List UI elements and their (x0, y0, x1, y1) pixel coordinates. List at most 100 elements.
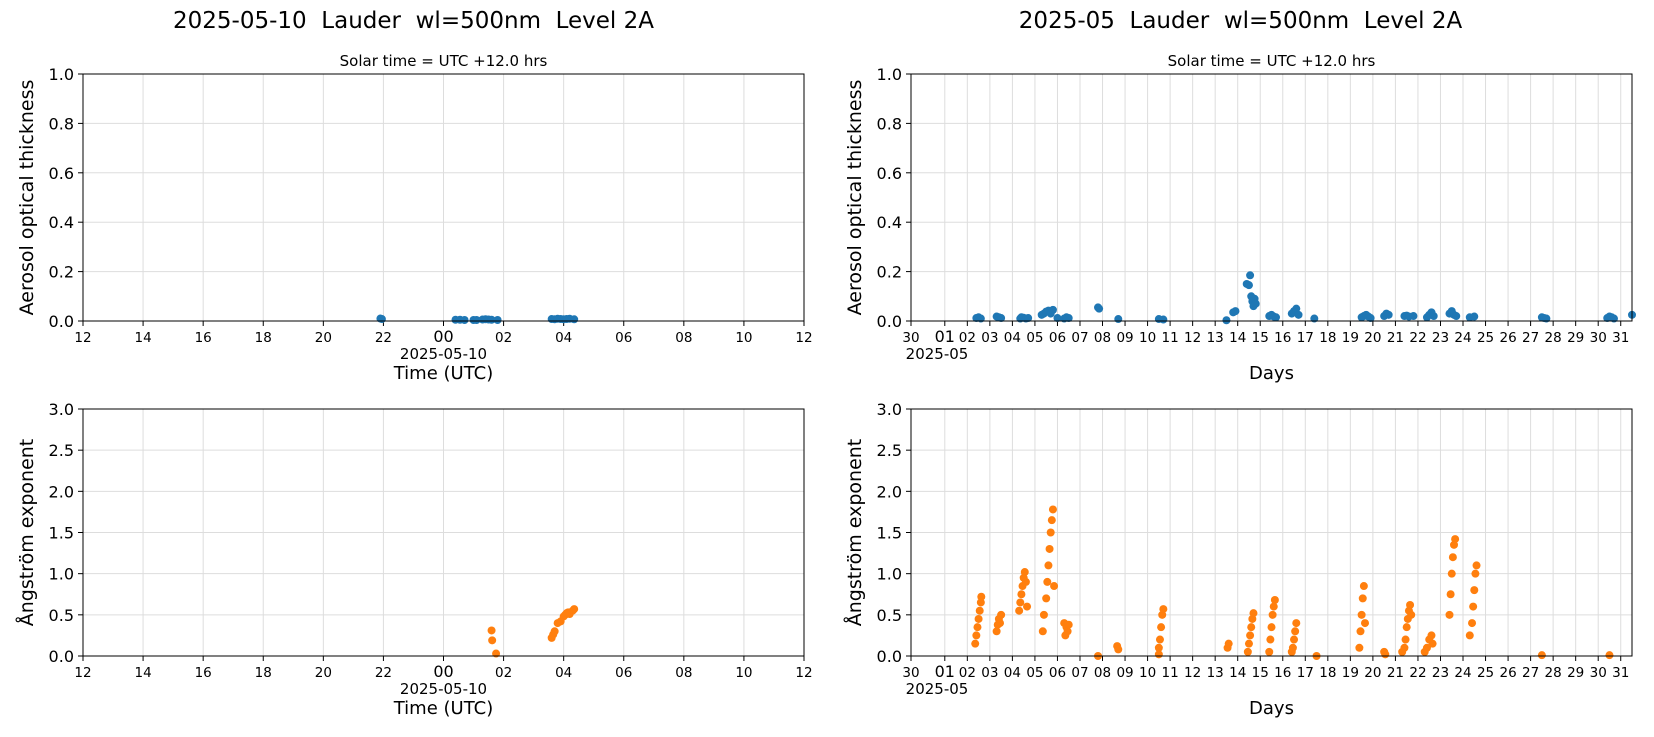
x-tick-label: 12 (795, 330, 812, 346)
data-point (1249, 609, 1258, 618)
data-point (1447, 569, 1456, 578)
data-point (1471, 569, 1480, 578)
x-tick-label: 27 (1522, 665, 1539, 681)
plot-frame (910, 73, 1633, 322)
x-tick-label: 08 (675, 665, 692, 681)
y-tick-label: 1.0 (49, 65, 74, 84)
data-point (1095, 304, 1104, 313)
x-tick-label: 24 (1454, 330, 1471, 346)
data-point (1288, 643, 1297, 652)
data-point (493, 316, 502, 325)
y-tick-label: 0.8 (877, 114, 902, 133)
data-point (1267, 623, 1276, 632)
x-tick-label: 03 (981, 330, 998, 346)
y-tick-label: 0.6 (877, 164, 902, 183)
data-point (1244, 639, 1253, 648)
data-point (472, 316, 481, 325)
data-point (1292, 304, 1301, 313)
right-title: 2025-05 Lauder wl=500nm Level 2A (1018, 8, 1463, 34)
x-tick-label: 06 (615, 665, 632, 681)
chart-1: Solar time = UTC +12.0 hrs 0.0 0.2 0.4 0.6 0.… (16, 52, 813, 384)
y-tick-label: 0.4 (49, 213, 74, 232)
data-point (1114, 315, 1123, 324)
x-tick-label: 24 (1454, 665, 1471, 681)
x-axis-label: Time (UTC) (393, 363, 494, 384)
x-tick-label: 15 (1252, 665, 1269, 681)
x-tick-label: 23 (1432, 330, 1449, 346)
x-tick-label: 14 (1229, 330, 1246, 346)
data-point (1291, 627, 1300, 636)
x-tick-label: 16 (1274, 665, 1291, 681)
x-tick-label: 19 (1342, 665, 1359, 681)
x-tick-label: 20 (1364, 665, 1381, 681)
y-tick-label: 0.5 (49, 606, 74, 625)
x-tick-label: 30 (902, 665, 919, 681)
data-point (1605, 651, 1614, 660)
data-point (487, 315, 496, 324)
data-point (972, 631, 981, 640)
y-tick-label: 0.2 (49, 263, 74, 282)
x-tick-label: 14 (1229, 665, 1246, 681)
data-point (973, 623, 982, 632)
data-point (995, 619, 1004, 628)
x-tick-label: 26 (1499, 665, 1516, 681)
y-tick-label: 1.0 (49, 565, 74, 584)
data-point (997, 314, 1006, 323)
data-point (1292, 619, 1301, 628)
x-tick-label: 12 (1184, 665, 1201, 681)
data-point (1358, 594, 1367, 603)
data-point (971, 639, 980, 648)
data-point (1244, 281, 1253, 290)
x-tick-label: 16 (1274, 330, 1291, 346)
data-point (1355, 643, 1364, 652)
x-tick-label: 22 (375, 665, 392, 681)
x-tick-label: 05 (1026, 665, 1043, 681)
data-point (460, 316, 469, 325)
data-point (1050, 582, 1059, 591)
x-tick-label: 31 (1612, 665, 1629, 681)
data-point (377, 315, 386, 324)
x-date-sublabel: 2025-05-10 (400, 680, 487, 698)
y-tick-label: 1.5 (49, 524, 74, 543)
x-tick-label: 28 (1545, 330, 1562, 346)
x-tick-label: 25 (1477, 665, 1494, 681)
data-point (1469, 602, 1478, 611)
x-tick-label: 12 (795, 665, 812, 681)
data-point (1409, 312, 1418, 321)
data-point (1048, 305, 1057, 314)
data-point (1038, 627, 1047, 636)
x-tick-label: 28 (1545, 665, 1562, 681)
x-tick-label: 20 (1364, 330, 1381, 346)
data-point (1243, 647, 1252, 656)
data-point (1366, 314, 1375, 323)
y-tick-label: 0.6 (49, 164, 74, 183)
data-point (1154, 650, 1163, 659)
x-tick-label: 14 (134, 330, 151, 346)
data-point (1272, 313, 1281, 322)
data-point (1401, 635, 1410, 644)
x-tick-label: 21 (1387, 665, 1404, 681)
y-tick-label: 2.0 (877, 482, 902, 501)
y-tick-label: 0.0 (877, 312, 902, 331)
data-point (1159, 315, 1168, 324)
data-point (1446, 590, 1455, 599)
y-axis-label: Ångström exponent (843, 439, 866, 627)
data-point (1407, 610, 1416, 619)
plot-frame (910, 408, 1633, 657)
x-tick-label: 10 (1139, 665, 1156, 681)
data-point (1043, 577, 1052, 586)
x-tick-label: 10 (735, 665, 752, 681)
x-tick-label: 18 (255, 330, 272, 346)
data-point (1427, 631, 1436, 640)
y-tick-label: 0.2 (877, 263, 902, 282)
data-point (1231, 307, 1240, 316)
data-point (1268, 610, 1277, 619)
y-tick-label: 2.5 (877, 441, 902, 460)
x-tick-label: 15 (1252, 330, 1269, 346)
x-tick-label: 02 (959, 330, 976, 346)
x-tick-label: 29 (1567, 330, 1584, 346)
data-point (1465, 631, 1474, 640)
data-point (1044, 561, 1053, 570)
data-point (1359, 582, 1368, 591)
x-tick-label: 07 (1071, 665, 1088, 681)
